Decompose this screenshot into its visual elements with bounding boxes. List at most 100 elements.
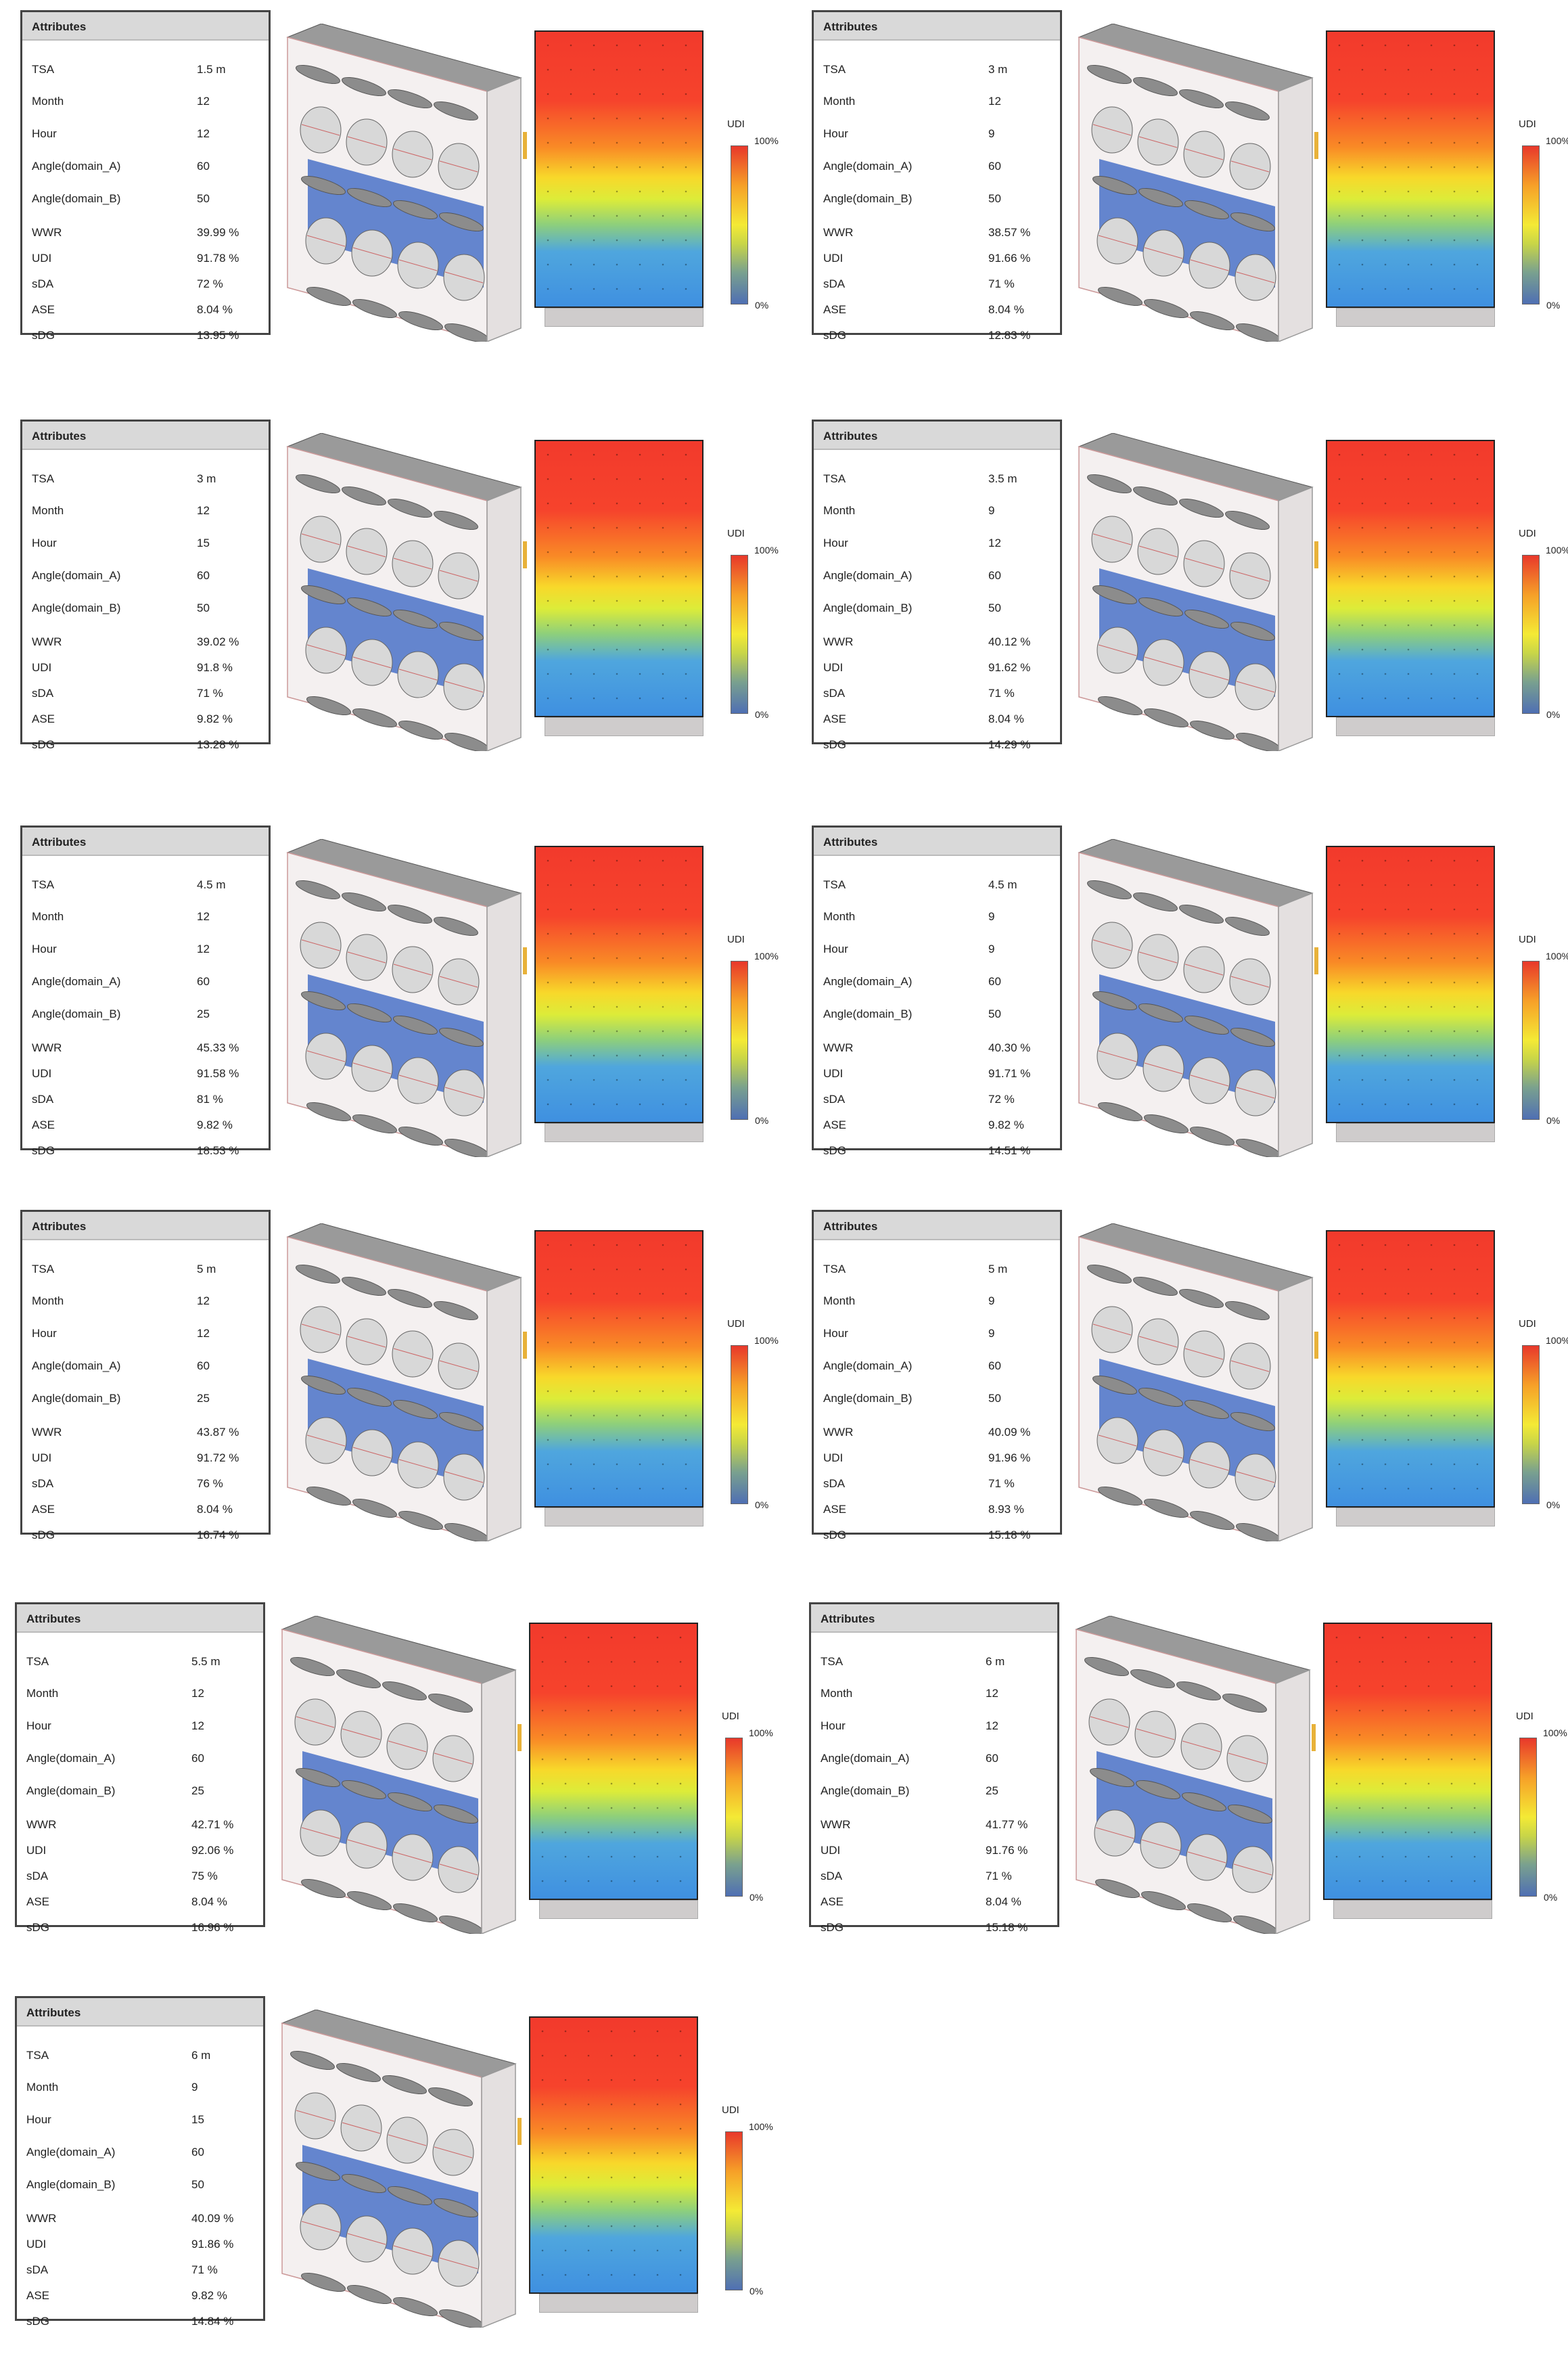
- legend-max-label: 100%: [754, 1335, 779, 1346]
- attribute-value: 9.82 %: [197, 712, 233, 725]
- legend-min-label: 0%: [1544, 1892, 1558, 1903]
- attribute-value: 50: [197, 192, 210, 205]
- attribute-value: 12: [197, 127, 210, 140]
- facade-model-wrapper: [1072, 1223, 1336, 1545]
- attribute-value: 3 m: [197, 472, 216, 485]
- udi-color-scale: [1519, 1738, 1537, 1897]
- attribute-key: sDG: [32, 329, 55, 342]
- attribute-key: UDI: [823, 252, 844, 265]
- attribute-key: ASE: [823, 1118, 847, 1131]
- udi-heatmap: [1326, 846, 1495, 1123]
- attribute-value: 50: [988, 602, 1001, 614]
- udi-heatmap: [534, 440, 704, 717]
- attribute-key: Month: [823, 1294, 856, 1307]
- case-panel: Attributes TSA 4.5 m Month 12 Hour 12 Angle(dom…: [20, 825, 779, 1204]
- attribute-value: 91.86 %: [191, 2238, 234, 2250]
- attribute-key: Month: [821, 1687, 853, 1700]
- udi-color-scale: [725, 2131, 743, 2290]
- legend-min-label: 0%: [1546, 300, 1561, 311]
- attributes-table-header: Attributes: [22, 422, 269, 450]
- attributes-table-header: Attributes: [22, 12, 269, 41]
- attribute-value: 4.5 m: [988, 878, 1017, 891]
- attribute-key: sDG: [26, 2315, 49, 2328]
- attribute-key: Month: [26, 1687, 59, 1700]
- attribute-key: Angle(domain_A): [823, 975, 913, 988]
- attribute-key: Hour: [823, 537, 848, 549]
- legend-min-label: 0%: [750, 2286, 764, 2297]
- attribute-key: Angle(domain_B): [32, 192, 121, 205]
- attribute-key: sDA: [823, 1093, 846, 1106]
- attribute-value: 12: [197, 504, 210, 517]
- udi-heatmap: [1323, 1623, 1492, 1900]
- attribute-key: sDG: [32, 1144, 55, 1157]
- attribute-key: WWR: [26, 2212, 57, 2225]
- attribute-key: WWR: [821, 1818, 851, 1831]
- heatmap-grid-dots: [547, 1244, 687, 1490]
- attribute-value: 8.93 %: [988, 1503, 1024, 1516]
- attribute-key: Angle(domain_B): [32, 1008, 121, 1020]
- legend-min-label: 0%: [750, 1892, 764, 1903]
- attribute-key: Month: [32, 1294, 64, 1307]
- attribute-key: Month: [823, 95, 856, 108]
- attribute-key: Angle(domain_B): [823, 602, 913, 614]
- attribute-value: 71 %: [988, 1477, 1015, 1490]
- attribute-key: TSA: [823, 1263, 846, 1275]
- udi-color-scale: [1522, 1345, 1540, 1504]
- attribute-key: TSA: [32, 63, 55, 76]
- heatmap-grid-dots: [1338, 44, 1479, 290]
- case-panel: Attributes TSA 5 m Month 12 Hour 12 Angle(domai…: [20, 1210, 779, 1589]
- attribute-value: 60: [197, 1359, 210, 1372]
- attribute-key: sDG: [823, 738, 846, 751]
- attribute-value: 60: [191, 1752, 204, 1765]
- attribute-value: 91.78 %: [197, 252, 239, 265]
- attribute-value: 5.5 m: [191, 1655, 221, 1668]
- legend-title: UDI: [1516, 1711, 1534, 1722]
- legend-title: UDI: [727, 934, 745, 945]
- legend-max-label: 100%: [1546, 1335, 1568, 1346]
- udi-heatmap: [534, 846, 704, 1123]
- heatmap-grid-dots: [1338, 859, 1479, 1106]
- attribute-value: 12: [197, 1294, 210, 1307]
- attribute-key: Angle(domain_A): [26, 1752, 116, 1765]
- attribute-value: 16.96 %: [191, 1921, 234, 1934]
- case-panel: Attributes TSA 1.5 m Month 12 Hour 12 Angle(dom…: [20, 10, 779, 389]
- attribute-key: WWR: [823, 226, 854, 239]
- attribute-value: 91.58 %: [197, 1067, 239, 1080]
- attribute-value: 60: [988, 160, 1001, 173]
- attribute-key: sDA: [32, 277, 54, 290]
- attribute-key: UDI: [26, 1844, 47, 1857]
- legend-max-label: 100%: [1546, 135, 1568, 146]
- attribute-value: 60: [988, 975, 1001, 988]
- attribute-key: sDA: [823, 687, 846, 700]
- floor-base: [1336, 717, 1495, 736]
- attribute-value: 75 %: [191, 1870, 218, 1882]
- udi-color-scale: [731, 961, 748, 1120]
- attribute-key: UDI: [32, 1067, 52, 1080]
- attribute-key: sDA: [823, 1477, 846, 1490]
- attribute-key: WWR: [823, 635, 854, 648]
- legend-min-label: 0%: [1546, 1499, 1561, 1510]
- attribute-value: 72 %: [988, 1093, 1015, 1106]
- attribute-value: 5 m: [197, 1263, 216, 1275]
- legend-max-label: 100%: [754, 135, 779, 146]
- udi-heatmap: [534, 1230, 704, 1508]
- attribute-key: Hour: [823, 943, 848, 955]
- attribute-key: Angle(domain_B): [26, 1784, 116, 1797]
- case-panel: Attributes TSA 3 m Month 12 Hour 9 Angle(domain…: [812, 10, 1568, 389]
- floor-base: [545, 1123, 704, 1142]
- facade-model-wrapper: [1069, 1615, 1333, 1937]
- attribute-key: Angle(domain_A): [32, 1359, 121, 1372]
- attribute-key: Hour: [32, 127, 57, 140]
- facade-3d-model: [1078, 23, 1318, 343]
- attributes-table: Attributes TSA 5.5 m Month 12 Hour 12 Angle(dom…: [15, 1602, 265, 1934]
- attribute-key: Angle(domain_B): [26, 2178, 116, 2191]
- attribute-key: ASE: [823, 712, 847, 725]
- attribute-key: Hour: [32, 943, 57, 955]
- attribute-key: sDA: [26, 1870, 49, 1882]
- udi-color-scale: [731, 145, 748, 304]
- attribute-key: TSA: [32, 1263, 55, 1275]
- attribute-value: 9: [988, 910, 995, 923]
- attribute-key: WWR: [26, 1818, 57, 1831]
- attribute-key: Angle(domain_A): [32, 160, 121, 173]
- attributes-table: Attributes TSA 6 m Month 9 Hour 15 Angle(domain…: [15, 1996, 265, 2328]
